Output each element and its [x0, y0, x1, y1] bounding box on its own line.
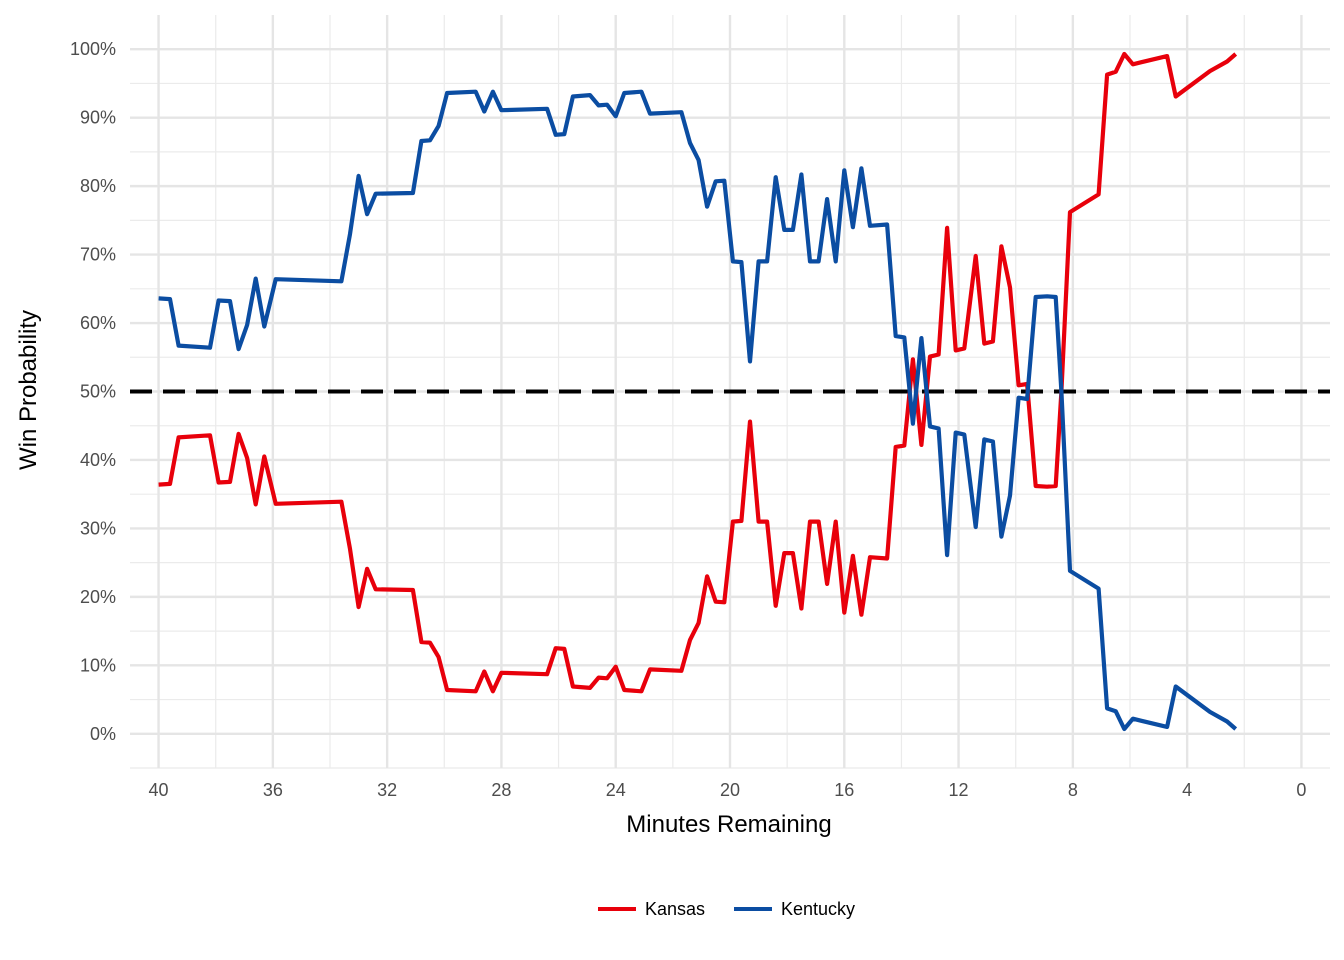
y-tick-label-9: 90% [80, 108, 116, 128]
y-tick-label-6: 60% [80, 313, 116, 333]
series-line-kansas [158, 51, 1238, 694]
series-lines [158, 51, 1238, 732]
x-tick-label-9: 4 [1182, 780, 1192, 800]
x-tick-label-7: 12 [949, 780, 969, 800]
x-tick-label-1: 36 [263, 780, 283, 800]
y-tick-label-3: 30% [80, 518, 116, 538]
y-axis-tick-labels: 0% 10% 20% 30% 40% 50% 60% 70% 80% 90% 100% [70, 39, 116, 744]
legend-label-kentucky: Kentucky [781, 899, 855, 919]
y-tick-label-5: 50% [80, 382, 116, 402]
legend-label-kansas: Kansas [645, 899, 705, 919]
y-tick-label-8: 80% [80, 176, 116, 196]
x-tick-label-4: 24 [606, 780, 626, 800]
x-tick-label-2: 32 [377, 780, 397, 800]
y-tick-label-0: 0% [90, 724, 116, 744]
y-tick-label-4: 40% [80, 450, 116, 470]
legend: Kansas Kentucky [598, 899, 855, 919]
x-tick-label-3: 28 [491, 780, 511, 800]
series-line-kentucky [158, 89, 1238, 732]
x-tick-label-5: 20 [720, 780, 740, 800]
x-tick-label-6: 16 [834, 780, 854, 800]
x-axis-tick-labels: 40 36 32 28 24 20 16 12 8 4 0 [149, 780, 1307, 800]
y-tick-label-1: 10% [80, 655, 116, 675]
y-tick-label-2: 20% [80, 587, 116, 607]
y-axis-title: Win Probability [15, 310, 42, 470]
y-tick-label-7: 70% [80, 245, 116, 265]
x-tick-label-10: 0 [1296, 780, 1306, 800]
x-tick-label-8: 8 [1068, 780, 1078, 800]
x-tick-label-0: 40 [149, 780, 169, 800]
y-tick-label-10: 100% [70, 39, 116, 59]
x-axis-title: Minutes Remaining [626, 811, 831, 838]
